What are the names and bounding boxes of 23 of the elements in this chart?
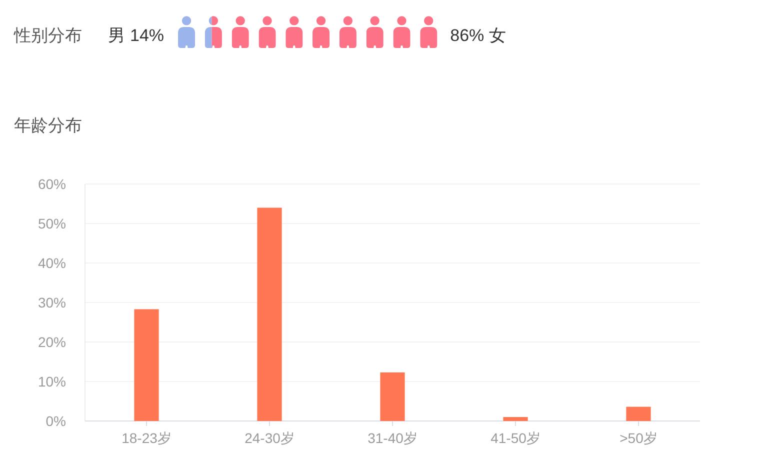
- y-tick-label: 10%: [38, 374, 66, 390]
- bar: [626, 406, 651, 421]
- y-tick-label: 60%: [38, 176, 66, 192]
- x-tick-label: 18-23岁: [122, 430, 172, 446]
- y-tick-label: 0%: [46, 413, 66, 429]
- y-tick-label: 50%: [38, 216, 66, 232]
- data-label: 86%: [450, 26, 484, 45]
- bar: [257, 208, 282, 421]
- bar: [134, 309, 159, 421]
- x-tick-label: 24-30岁: [244, 430, 294, 446]
- x-tick-label: >50岁: [620, 430, 658, 446]
- data-label: 14%: [130, 26, 164, 45]
- chart-title: 年龄分布: [14, 116, 82, 135]
- y-tick-label: 30%: [38, 294, 66, 310]
- category-label: 男: [108, 26, 125, 45]
- bar: [503, 417, 528, 421]
- text: 性别分布: [13, 26, 82, 45]
- y-tick-label: 40%: [38, 255, 66, 271]
- category-label: 女: [489, 26, 506, 45]
- x-tick-label: 41-50岁: [490, 430, 540, 446]
- y-tick-label: 20%: [38, 334, 66, 350]
- bar: [380, 372, 405, 421]
- x-tick-label: 31-40岁: [368, 430, 418, 446]
